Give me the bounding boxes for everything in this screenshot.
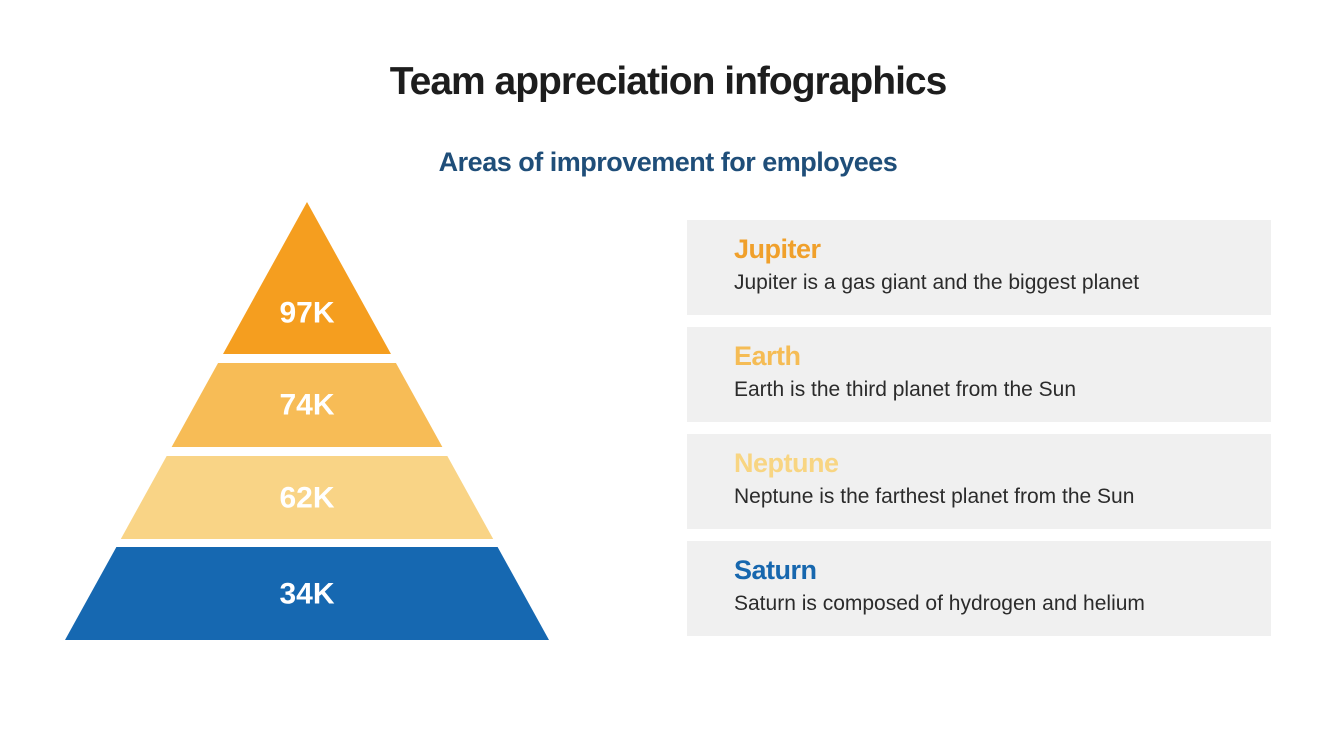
pyramid-level-value: 97K <box>279 297 334 330</box>
info-card: Neptune Neptune is the farthest planet f… <box>687 434 1271 529</box>
pyramid-level-value: 74K <box>279 389 334 422</box>
legend-cards: Jupiter Jupiter is a gas giant and the b… <box>687 220 1271 636</box>
card-title: Earth <box>734 341 801 371</box>
card-title: Neptune <box>734 448 839 478</box>
info-card: Earth Earth is the third planet from the… <box>687 327 1271 422</box>
card-description: Earth is the third planet from the Sun <box>734 378 1077 402</box>
pyramid-level-saturn <box>65 547 549 640</box>
pyramid-level-jupiter <box>223 202 391 354</box>
pyramid-chart-svg: 97K 74K 62K 34K <box>65 202 549 640</box>
pyramid-level-value: 34K <box>279 578 334 611</box>
pyramid-level-value: 62K <box>279 482 334 515</box>
card-description: Jupiter is a gas giant and the biggest p… <box>734 271 1140 295</box>
card-title: Saturn <box>734 555 817 585</box>
page-title: Team appreciation infographics <box>389 60 948 103</box>
pyramid-level-earth <box>171 363 443 447</box>
info-card: Saturn Saturn is composed of hydrogen an… <box>687 541 1271 636</box>
card-title: Jupiter <box>734 234 821 264</box>
card-description: Saturn is composed of hydrogen and heliu… <box>734 592 1145 616</box>
pyramid-chart: 97K 74K 62K 34K <box>65 202 549 640</box>
info-card: Jupiter Jupiter is a gas giant and the b… <box>687 220 1271 315</box>
pyramid-level-neptune <box>120 456 494 539</box>
page-subtitle: Areas of improvement for employees <box>438 147 898 177</box>
card-description: Neptune is the farthest planet from the … <box>734 485 1135 509</box>
